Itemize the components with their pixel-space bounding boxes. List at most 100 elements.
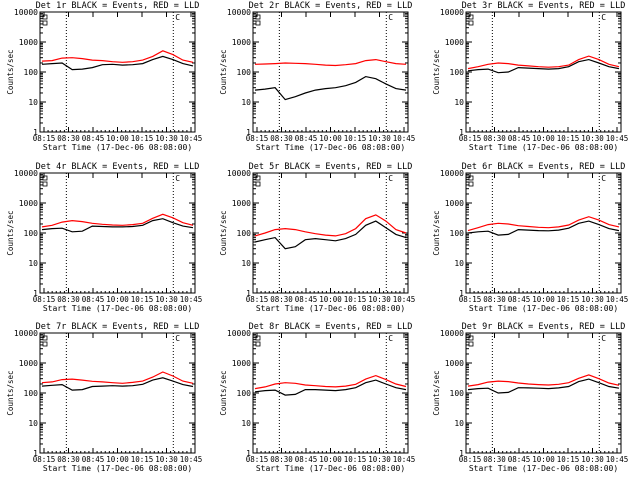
x-axis-label: Start Time (17-Dec-06 08:08:00) [43,464,192,473]
panel-annotation: C [388,174,393,183]
x-axis-label: Start Time (17-Dec-06 08:08:00) [43,304,192,313]
x-tick-label: 08:30 [483,455,506,464]
detector-panel: Det 7r BLACK = Events, RED = LLD 1 10 100 10… [6,322,202,473]
panel-title: Det 2r BLACK = Events, RED = LLD [249,1,413,11]
y-tick-label: 1 [246,128,251,137]
x-axis-label: Start Time (17-Dec-06 08:08:00) [469,304,618,313]
events-series-line [41,377,194,391]
lld-series-line [41,371,194,384]
x-tick-label: 10:00 [106,295,129,304]
y-tick-label: 10 [241,259,251,268]
x-axis-label: Start Time (17-Dec-06 08:08:00) [256,464,405,473]
lld-series-line [467,374,620,387]
x-tick-label: 08:15 [33,455,56,464]
plot-frame [465,172,622,294]
attenuator-marker [468,335,474,341]
x-tick-label: 08:45 [82,295,105,304]
y-tick-label: 10 [28,419,38,428]
plot-frame [252,11,409,133]
panel-annotation: C [601,334,606,343]
panel-annotation: C [388,334,393,343]
x-tick-label: 10:00 [106,455,129,464]
y-tick-label: 100 [24,68,39,77]
x-tick-label: 08:45 [82,455,105,464]
x-tick-label: 10:45 [393,295,416,304]
x-tick-label: 08:15 [246,295,269,304]
y-tick-label: 100 [24,229,39,238]
y-tick-label: 1 [33,449,38,458]
panel-title: Det 4r BLACK = Events, RED = LLD [36,162,200,172]
plot-frame [39,11,196,133]
y-tick-label: 10000 [440,169,464,178]
detector-panel: Det 1r BLACK = Events, RED = LLD 1 10 100 10… [6,1,202,152]
y-tick-label: 100 [237,68,252,77]
x-tick-label: 08:30 [483,295,506,304]
y-tick-label: 10 [454,419,464,428]
panel-annotation: C [175,174,180,183]
panel-title: Det 1r BLACK = Events, RED = LLD [36,1,200,11]
events-series-line [41,55,194,71]
x-tick-label: 08:45 [508,134,531,143]
y-tick-label: 100 [24,389,39,398]
x-tick-label: 10:15 [557,134,580,143]
x-tick-label: 08:30 [57,295,80,304]
panel-title: Det 7r BLACK = Events, RED = LLD [36,322,200,332]
detector-panel: Det 3r BLACK = Events, RED = LLD 1 10 100 10… [432,1,628,152]
events-series-line [467,378,620,394]
y-tick-label: 1000 [19,359,38,368]
plot-frame [252,332,409,454]
lld-series-line [467,55,620,70]
y-tick-label: 100 [450,68,465,77]
panel-annotation: C [601,174,606,183]
events-series-line [254,75,407,101]
x-tick-label: 10:15 [557,295,580,304]
x-axis-label: Start Time (17-Dec-06 08:08:00) [256,304,405,313]
x-tick-label: 08:30 [483,134,506,143]
x-axis-label: Start Time (17-Dec-06 08:08:00) [256,143,405,152]
attenuator-marker [468,341,474,347]
panel-title: Det 9r BLACK = Events, RED = LLD [462,322,626,332]
x-tick-label: 10:00 [319,134,342,143]
y-tick-label: 1 [246,449,251,458]
attenuator-marker [42,20,48,26]
attenuator-marker [42,14,48,20]
y-axis-label: Counts/sec [6,210,15,255]
plot-frame [465,332,622,454]
x-tick-label: 10:00 [532,455,555,464]
attenuator-marker [42,175,48,181]
y-tick-label: 10 [241,98,251,107]
panel-title: Det 8r BLACK = Events, RED = LLD [249,322,413,332]
y-tick-label: 100 [450,229,465,238]
attenuator-marker [468,181,474,187]
detector-panel: Det 9r BLACK = Events, RED = LLD 1 10 100 10… [432,322,628,473]
x-tick-label: 10:45 [180,295,203,304]
attenuator-marker [255,341,261,347]
x-tick-label: 08:45 [295,295,318,304]
y-tick-label: 10000 [440,329,464,338]
attenuator-marker [468,175,474,181]
y-tick-label: 1000 [232,359,251,368]
detector-panel: Det 5r BLACK = Events, RED = LLD 1 10 100 10… [219,162,415,313]
y-tick-label: 1000 [445,359,464,368]
y-tick-label: 10 [454,98,464,107]
x-axis-label: Start Time (17-Dec-06 08:08:00) [43,143,192,152]
x-tick-label: 10:30 [368,134,391,143]
panel-annotation: C [175,13,180,22]
lld-series-line [254,58,407,67]
y-tick-label: 100 [237,229,252,238]
x-tick-label: 10:15 [344,134,367,143]
y-axis-label: Counts/sec [219,210,228,255]
x-tick-label: 10:45 [606,295,629,304]
x-tick-label: 08:30 [270,455,293,464]
y-tick-label: 10000 [440,8,464,17]
x-tick-label: 08:30 [57,134,80,143]
x-tick-label: 08:15 [33,295,56,304]
y-axis-label: Counts/sec [6,49,15,94]
x-tick-label: 08:30 [270,295,293,304]
lld-series-line [41,213,194,228]
y-tick-label: 1000 [445,38,464,47]
y-tick-label: 1000 [19,199,38,208]
y-tick-label: 1 [459,128,464,137]
x-tick-label: 08:30 [57,455,80,464]
x-tick-label: 10:45 [180,455,203,464]
